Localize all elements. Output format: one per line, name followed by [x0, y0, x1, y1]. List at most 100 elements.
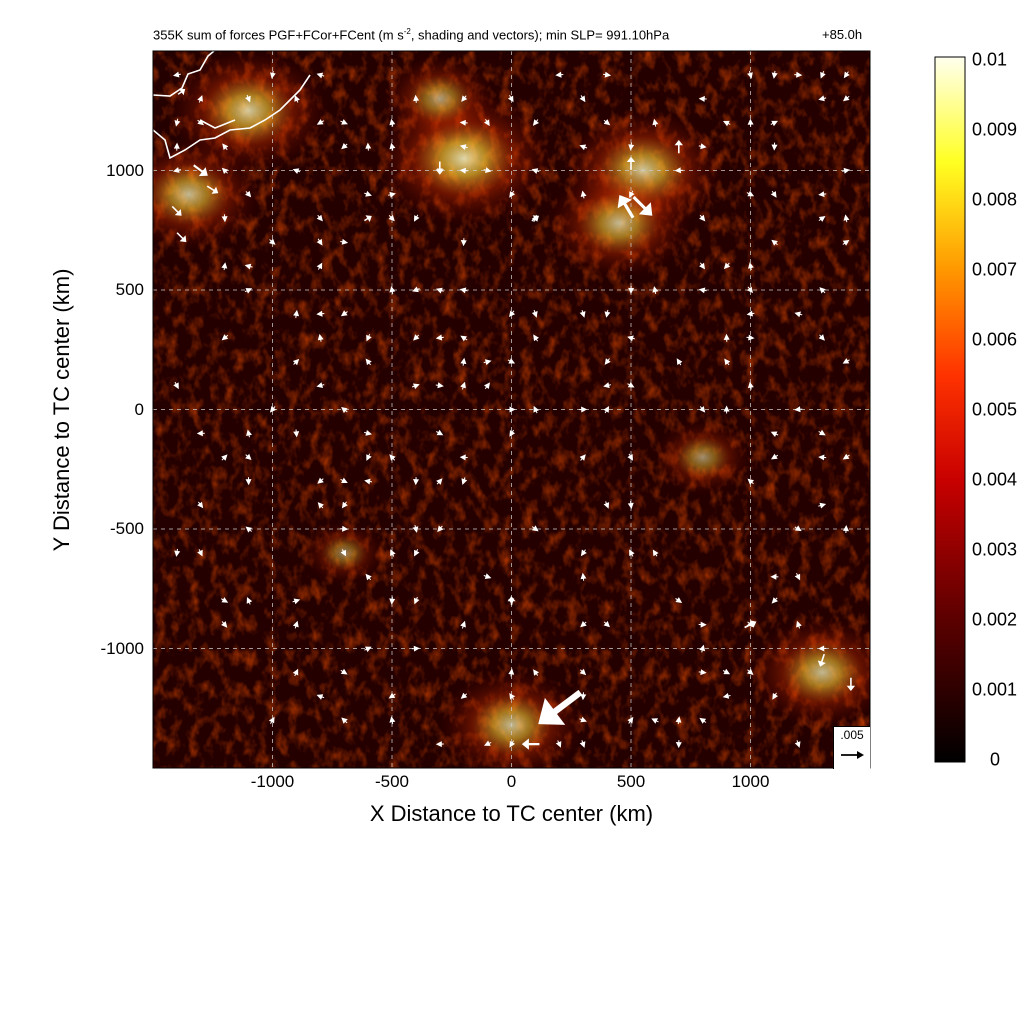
small-vector — [366, 454, 372, 461]
small-vector-shaft — [177, 73, 181, 76]
heat-hotspot — [749, 616, 870, 729]
small-vector-shaft — [368, 333, 371, 338]
small-vector-shaft — [511, 429, 515, 433]
small-vector-shaft — [823, 97, 827, 100]
small-vector-shaft — [655, 720, 659, 723]
small-vector — [771, 453, 778, 460]
small-vector — [771, 120, 778, 127]
small-vector-shaft — [583, 549, 586, 553]
small-vector — [341, 238, 349, 245]
small-vector-shaft — [533, 218, 536, 223]
small-vector — [723, 333, 730, 340]
small-vector-shaft — [775, 454, 779, 458]
small-vector — [723, 405, 730, 412]
small-vector-shaft — [483, 361, 487, 364]
small-vector — [747, 190, 755, 197]
small-vector — [316, 382, 323, 388]
small-vector — [581, 406, 588, 413]
colorbar-tick-label: 0.002 — [972, 609, 1018, 630]
small-vector — [843, 71, 850, 79]
small-vector — [747, 381, 754, 389]
small-vector — [413, 383, 420, 390]
small-vector — [436, 478, 443, 485]
small-vector — [270, 72, 276, 79]
small-vector — [629, 191, 635, 198]
small-vector-shaft — [416, 288, 420, 291]
small-vector — [196, 430, 203, 437]
y-tick-label: 0 — [134, 399, 144, 419]
small-vector-shaft — [822, 290, 826, 294]
small-vector-shaft — [245, 454, 249, 457]
small-vector-shaft — [631, 337, 635, 340]
small-vector — [388, 692, 396, 699]
small-vector-shaft — [225, 334, 229, 338]
small-vector — [746, 286, 753, 294]
small-vector — [197, 501, 204, 509]
small-vector — [316, 72, 324, 79]
small-vector-shaft — [751, 312, 755, 315]
small-vector-shaft — [535, 338, 539, 342]
small-vector — [340, 310, 348, 317]
small-vector — [509, 740, 516, 748]
small-vector — [412, 526, 419, 533]
small-vector — [818, 191, 825, 198]
small-vector — [531, 168, 539, 174]
small-vector-shaft — [321, 696, 325, 699]
small-vector-shaft — [603, 621, 607, 625]
small-vector — [389, 142, 396, 150]
small-vector-shaft — [317, 266, 321, 270]
small-vector — [508, 668, 515, 675]
small-vector-shaft — [603, 119, 607, 123]
small-vector-shaft — [774, 692, 777, 696]
small-vector — [221, 216, 228, 223]
small-vector-shaft — [387, 194, 392, 196]
small-vector — [533, 405, 539, 413]
small-vector-shaft — [607, 358, 610, 362]
heat-hotspot — [153, 138, 262, 251]
small-vector — [842, 358, 850, 364]
small-vector — [818, 95, 825, 102]
reference-vector-box: .005 — [833, 726, 870, 769]
small-vector — [772, 693, 778, 700]
force-vector — [176, 232, 187, 243]
small-vector — [341, 501, 348, 509]
small-vector-shaft — [344, 720, 348, 724]
small-vector — [341, 717, 348, 724]
small-vector — [364, 478, 371, 485]
small-vector — [771, 144, 778, 151]
small-vector-shaft — [270, 720, 273, 724]
small-vector-shaft — [771, 190, 775, 194]
coastline — [153, 51, 311, 160]
small-vector — [459, 144, 467, 150]
chart-time-label: +85.0h — [822, 27, 863, 42]
small-vector-shaft — [488, 741, 492, 745]
small-vector-shaft — [364, 192, 368, 195]
small-vector — [533, 669, 539, 676]
small-vector — [389, 191, 396, 198]
small-vector — [579, 144, 587, 151]
small-vector — [628, 287, 635, 294]
small-vector-shaft — [747, 621, 751, 625]
small-vector — [221, 334, 229, 341]
small-vector — [317, 333, 324, 341]
small-vector — [341, 477, 348, 483]
small-vector-shaft — [436, 481, 440, 485]
small-vector-shaft — [415, 214, 419, 218]
small-vector-shaft — [269, 239, 273, 242]
small-vector — [245, 453, 252, 460]
small-vector-shaft — [248, 601, 251, 605]
small-vector — [436, 429, 444, 436]
small-vector-shaft — [272, 70, 274, 75]
small-vector-shaft — [606, 309, 609, 314]
small-vector-shaft — [296, 99, 299, 103]
small-vector — [700, 621, 707, 628]
small-vector-shaft — [485, 119, 488, 123]
small-vector — [413, 645, 420, 652]
colorbar — [934, 56, 966, 763]
small-vector — [579, 311, 586, 318]
small-vector — [413, 94, 420, 102]
small-vector — [460, 381, 466, 389]
small-vector — [460, 357, 467, 365]
x-tick-label: 500 — [616, 772, 646, 791]
small-vector — [365, 430, 372, 436]
